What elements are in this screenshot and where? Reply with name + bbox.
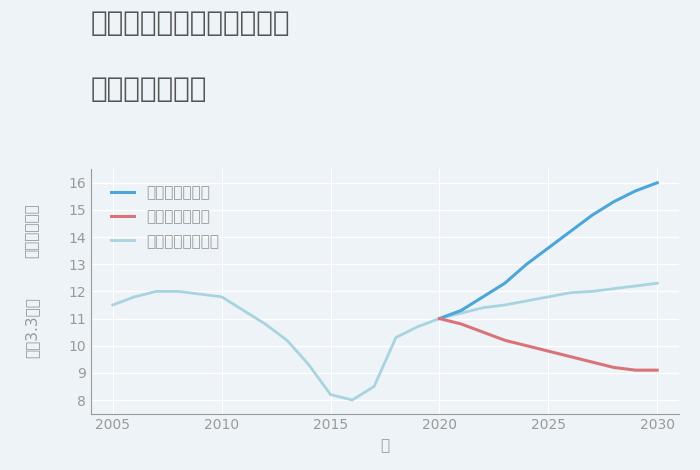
グッドシナリオ bbox=[610, 199, 618, 204]
ノーマルシナリオ bbox=[108, 302, 117, 308]
Line: グッドシナリオ: グッドシナリオ bbox=[440, 183, 657, 319]
Text: 兵庫県丹波市春日町松森の: 兵庫県丹波市春日町松森の bbox=[91, 9, 290, 38]
Text: 土地の価格推移: 土地の価格推移 bbox=[91, 75, 207, 103]
グッドシナリオ bbox=[631, 188, 640, 194]
Text: 単価（万円）: 単価（万円） bbox=[25, 203, 40, 258]
ノーマルシナリオ bbox=[261, 321, 270, 327]
ノーマルシナリオ bbox=[304, 362, 313, 368]
ノーマルシナリオ bbox=[370, 384, 378, 389]
ノーマルシナリオ bbox=[283, 337, 291, 343]
グッドシナリオ bbox=[566, 229, 574, 235]
バッドシナリオ bbox=[500, 337, 509, 343]
ノーマルシナリオ bbox=[544, 294, 552, 300]
ノーマルシナリオ bbox=[610, 286, 618, 291]
ノーマルシナリオ bbox=[631, 283, 640, 289]
ノーマルシナリオ bbox=[174, 289, 182, 294]
ノーマルシナリオ bbox=[152, 289, 160, 294]
Line: バッドシナリオ: バッドシナリオ bbox=[440, 319, 657, 370]
バッドシナリオ bbox=[435, 316, 444, 321]
バッドシナリオ bbox=[566, 354, 574, 360]
バッドシナリオ bbox=[631, 368, 640, 373]
グッドシナリオ bbox=[522, 261, 531, 267]
ノーマルシナリオ bbox=[218, 294, 226, 300]
バッドシナリオ bbox=[457, 321, 466, 327]
グッドシナリオ bbox=[435, 316, 444, 321]
グッドシナリオ bbox=[544, 245, 552, 251]
Legend: グッドシナリオ, バッドシナリオ, ノーマルシナリオ: グッドシナリオ, バッドシナリオ, ノーマルシナリオ bbox=[104, 179, 225, 255]
グッドシナリオ bbox=[500, 281, 509, 286]
バッドシナリオ bbox=[610, 365, 618, 370]
ノーマルシナリオ bbox=[457, 310, 466, 316]
ノーマルシナリオ bbox=[392, 335, 400, 340]
ノーマルシナリオ bbox=[653, 281, 662, 286]
ノーマルシナリオ bbox=[522, 298, 531, 304]
X-axis label: 年: 年 bbox=[380, 438, 390, 453]
グッドシナリオ bbox=[457, 307, 466, 313]
ノーマルシナリオ bbox=[348, 397, 356, 403]
ノーマルシナリオ bbox=[414, 324, 422, 329]
ノーマルシナリオ bbox=[566, 290, 574, 296]
ノーマルシナリオ bbox=[239, 307, 248, 313]
ノーマルシナリオ bbox=[196, 291, 204, 297]
バッドシナリオ bbox=[522, 343, 531, 349]
Line: ノーマルシナリオ: ノーマルシナリオ bbox=[113, 283, 657, 400]
バッドシナリオ bbox=[544, 348, 552, 354]
バッドシナリオ bbox=[588, 359, 596, 365]
ノーマルシナリオ bbox=[130, 294, 139, 300]
ノーマルシナリオ bbox=[588, 289, 596, 294]
バッドシナリオ bbox=[653, 368, 662, 373]
Text: 坪（3.3㎡）: 坪（3.3㎡） bbox=[25, 298, 40, 359]
バッドシナリオ bbox=[479, 329, 487, 335]
ノーマルシナリオ bbox=[435, 316, 444, 321]
グッドシナリオ bbox=[479, 294, 487, 300]
ノーマルシナリオ bbox=[479, 305, 487, 311]
ノーマルシナリオ bbox=[326, 392, 335, 398]
グッドシナリオ bbox=[653, 180, 662, 186]
グッドシナリオ bbox=[588, 212, 596, 218]
ノーマルシナリオ bbox=[500, 302, 509, 308]
